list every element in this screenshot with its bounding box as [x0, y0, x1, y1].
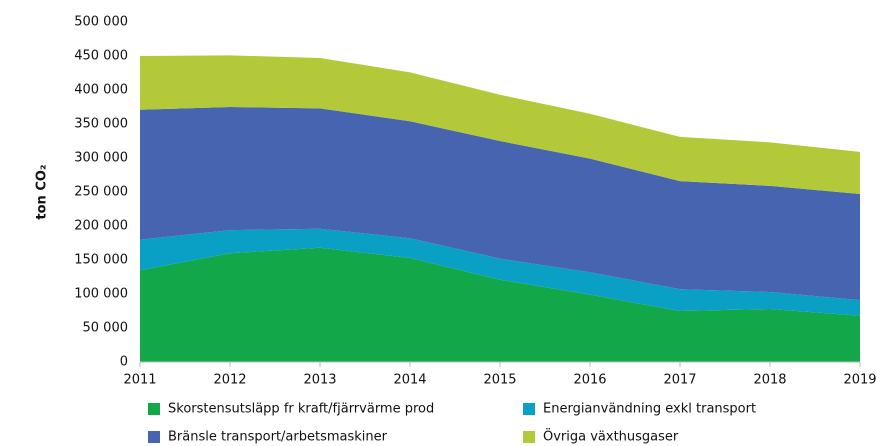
- y-tick-label: 450 000: [74, 49, 128, 64]
- y-tick-label: 0: [120, 355, 128, 370]
- y-tick-label: 50 000: [83, 321, 129, 336]
- x-tick-label: 2017: [663, 373, 696, 388]
- x-tick-label: 2011: [123, 373, 156, 388]
- area: [140, 247, 860, 362]
- area: [140, 55, 860, 195]
- x-tick-label: 2016: [573, 373, 606, 388]
- legend-label: Bränsle transport/arbetsmaskiner: [168, 430, 388, 445]
- y-tick-label: 500 000: [74, 15, 128, 30]
- legend-swatch: [523, 431, 535, 443]
- legend-swatch: [148, 403, 160, 415]
- y-axis-label: ton CO₂: [35, 164, 50, 219]
- legend-label: Energianvändning exkl transport: [543, 402, 756, 417]
- x-tick-label: 2012: [213, 373, 246, 388]
- y-tick-label: 350 000: [74, 117, 128, 132]
- y-tick-label: 300 000: [74, 151, 128, 166]
- y-tick-label: 400 000: [74, 83, 128, 98]
- area: [140, 228, 860, 316]
- y-tick-label: 250 000: [74, 185, 128, 200]
- x-tick-label: 2013: [303, 373, 336, 388]
- legend-label: Övriga växthusgaser: [543, 428, 679, 445]
- y-tick-label: 100 000: [74, 287, 128, 302]
- area: [140, 107, 860, 301]
- x-tick-label: 2019: [843, 373, 876, 388]
- legend-label: Skorstensutsläpp fr kraft/fjärrvärme pro…: [168, 402, 434, 417]
- x-tick-label: 2014: [393, 373, 426, 388]
- legend-swatch: [148, 431, 160, 443]
- x-tick-label: 2015: [483, 373, 516, 388]
- legend-swatch: [523, 403, 535, 415]
- x-tick-label: 2018: [753, 373, 786, 388]
- y-tick-label: 150 000: [74, 253, 128, 268]
- y-tick-label: 200 000: [74, 219, 128, 234]
